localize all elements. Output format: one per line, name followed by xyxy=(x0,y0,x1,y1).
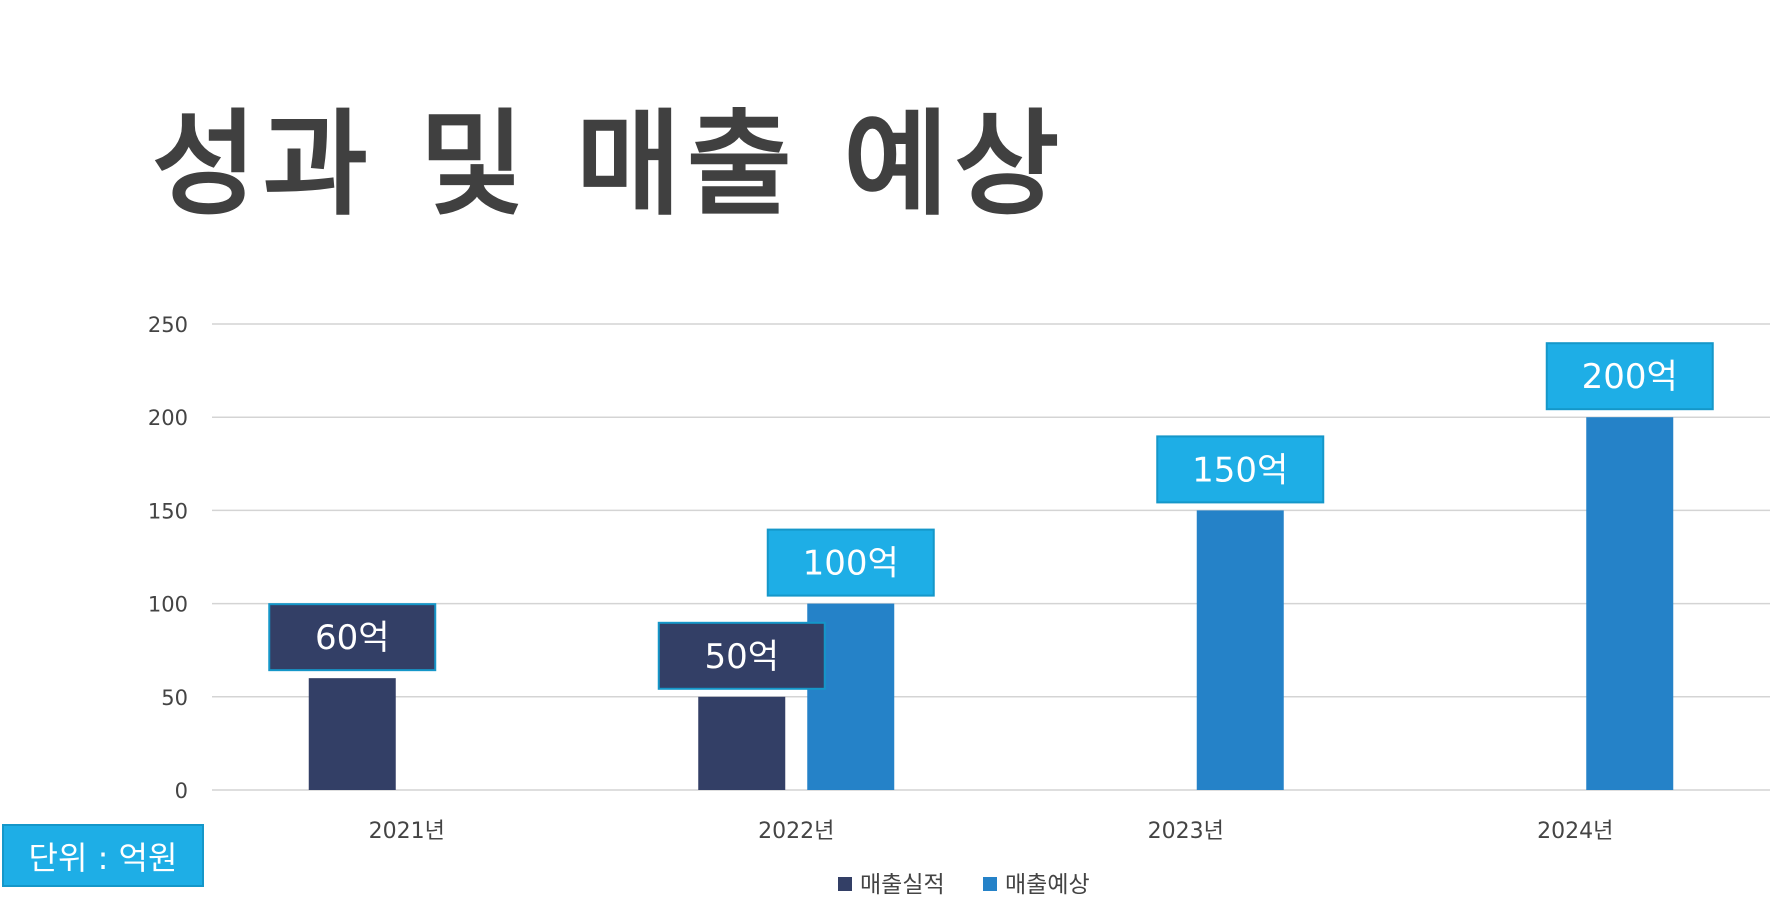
data-label-box xyxy=(766,528,935,597)
y-tick-label: 250 xyxy=(148,313,188,337)
data-label: 150억 xyxy=(1192,450,1288,490)
legend-label: 매출실적 xyxy=(860,872,945,898)
bar-forecast-2 xyxy=(1196,510,1284,790)
bar-forecast-3 xyxy=(1586,417,1674,790)
bar-actual-1 xyxy=(698,696,786,790)
unit-label-box: 단위 : 억원 xyxy=(2,824,204,887)
gridlines xyxy=(212,323,1770,791)
legend-swatch xyxy=(983,877,997,891)
data-label: 100억 xyxy=(803,544,899,584)
legend-label: 매출예상 xyxy=(1005,872,1090,898)
y-axis-tick-labels: 0 50 100 150 200 250 xyxy=(148,313,188,803)
x-tick-label: 2022년 xyxy=(758,819,834,844)
legend: 매출실적 매출예상 xyxy=(838,872,1090,898)
y-tick-label: 100 xyxy=(148,593,188,617)
bar-actual-0 xyxy=(308,678,396,790)
x-tick-label: 2023년 xyxy=(1148,819,1224,844)
x-tick-label: 2024년 xyxy=(1537,819,1613,844)
legend-swatch xyxy=(838,877,852,891)
data-label: 60억 xyxy=(315,618,390,658)
x-axis-tick-labels: 2021년 2022년 2023년 2024년 xyxy=(369,819,1614,844)
y-tick-label: 150 xyxy=(148,499,188,523)
x-tick-label: 2021년 xyxy=(369,819,445,844)
data-label-box xyxy=(657,621,826,690)
y-tick-label: 0 xyxy=(175,779,188,803)
bars xyxy=(308,417,1674,790)
y-tick-label: 200 xyxy=(148,406,188,430)
data-label: 200억 xyxy=(1582,357,1678,397)
data-label-box xyxy=(1156,435,1325,504)
y-tick-label: 50 xyxy=(161,686,188,710)
data-labels: 60억 50억 100억 150억 200억 xyxy=(268,342,1714,690)
page-title: 성과 및 매출 예상 xyxy=(152,98,1066,231)
data-label-box xyxy=(1545,342,1714,411)
data-label-box xyxy=(268,603,437,672)
data-label: 50억 xyxy=(704,637,779,677)
